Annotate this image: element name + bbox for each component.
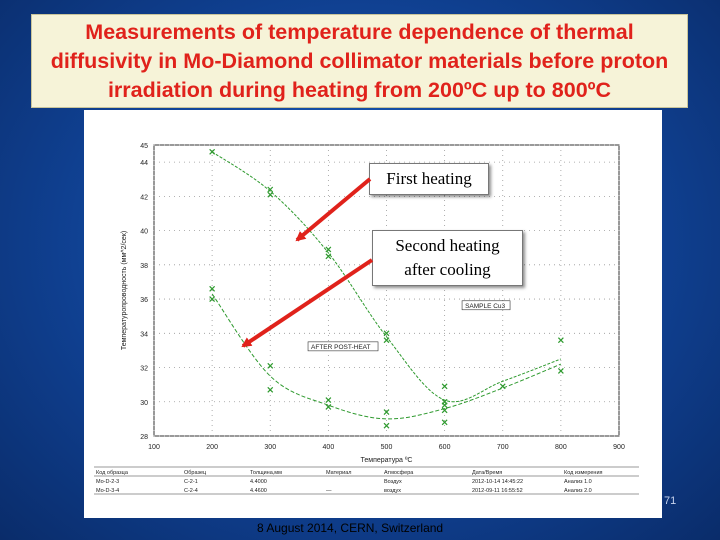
table-header-cell: Образец [184, 470, 207, 476]
callout-first-heating-text: First heating [386, 169, 472, 188]
table-cell: Mo-D-3-4 [96, 488, 119, 494]
page-number: 71 [664, 495, 677, 507]
table-cell: 4.4600 [250, 488, 267, 494]
table-cell: C-2-1 [184, 479, 198, 485]
series-2-point [383, 422, 390, 429]
table-header-cell: Дата/Время [472, 470, 502, 476]
sample-label-box [461, 300, 511, 311]
table-cell: Mo-D-2-3 [96, 479, 119, 485]
table-cell: Воздух [384, 479, 402, 485]
y-tick-label: 28 [140, 434, 148, 441]
table-cell: 4.4000 [250, 479, 267, 485]
table-header-cell: Код образца [96, 470, 129, 476]
series-2-point [441, 402, 448, 409]
series-2-point [209, 285, 216, 292]
callout-first-heating: First heating [369, 163, 489, 195]
series-1-point [441, 383, 448, 390]
series-2-point [325, 403, 332, 410]
table-cell: 2012-09-11 16:55:52 [472, 488, 523, 494]
table-header-cell: Материал [326, 470, 352, 476]
slide-title: Measurements of temperature dependence o… [50, 19, 669, 102]
series-1-point [209, 148, 216, 155]
y-tick-label: 40 [140, 229, 148, 236]
y-tick-label: 34 [140, 331, 148, 338]
series-1-point [383, 330, 390, 337]
series-1-point [499, 383, 506, 390]
table-cell: — [326, 488, 332, 494]
y-axis-label: Температуропроводность (мм^2/сек) [121, 231, 128, 350]
table-cell: C-2-4 [184, 488, 198, 494]
y-tick-label: 45 [140, 143, 148, 150]
y-tick-label: 44 [140, 160, 148, 167]
series-2-line [211, 293, 562, 420]
x-tick-label: 300 [264, 444, 276, 451]
series-1-line [211, 151, 562, 403]
series-2-point [209, 296, 216, 302]
series-2-point [267, 362, 274, 369]
series-2-point [441, 419, 448, 426]
table-cell: 2012-10-14 14:45:22 [472, 479, 523, 485]
series-2-point [325, 397, 332, 403]
callout-second-heating-line2: after cooling [404, 260, 491, 279]
table-cell: воздух [384, 488, 401, 494]
x-tick-label: 200 [206, 444, 218, 451]
series-2-point [267, 386, 274, 393]
x-tick-label: 700 [497, 444, 509, 451]
x-tick-label: 500 [381, 444, 393, 451]
post-heat-label: AFTER POST-HEAT [311, 344, 370, 351]
table-header-cell: Толщина,мм [250, 470, 282, 476]
x-tick-label: 100 [148, 444, 160, 451]
series-1-point [267, 186, 274, 193]
slide-title-box: Measurements of temperature dependence o… [31, 14, 688, 108]
series-1-point [325, 246, 332, 253]
series-1-point [557, 368, 564, 374]
table-header-cell: Атмосфера [384, 470, 414, 476]
x-tick-label: 600 [439, 444, 451, 451]
y-tick-label: 42 [140, 194, 148, 201]
series-1-point [325, 253, 332, 260]
x-tick-label: 800 [555, 444, 567, 451]
callout-second-heating: Second heating after cooling [372, 230, 523, 286]
series-2-point [383, 409, 390, 415]
slide-footer: 8 August 2014, CERN, Switzerland [257, 521, 444, 535]
y-tick-label: 30 [140, 400, 148, 407]
y-tick-label: 36 [140, 297, 148, 304]
x-tick-label: 900 [613, 444, 625, 451]
y-tick-label: 32 [140, 366, 148, 373]
y-tick-label: 38 [140, 263, 148, 270]
sample-label: SAMPLE Cu3 [465, 303, 505, 310]
series-1-point [267, 191, 274, 198]
table-cell: Анализ 1.0 [564, 479, 592, 485]
series-1-point [383, 337, 390, 344]
x-axis-label: Температура ºС [361, 457, 413, 464]
callout-second-heating-line1: Second heating [395, 236, 500, 255]
x-tick-label: 400 [323, 444, 335, 451]
series-1-point [557, 337, 564, 344]
table-cell: Анализ 2.0 [564, 488, 592, 494]
table-header-cell: Код измерения [564, 470, 603, 476]
